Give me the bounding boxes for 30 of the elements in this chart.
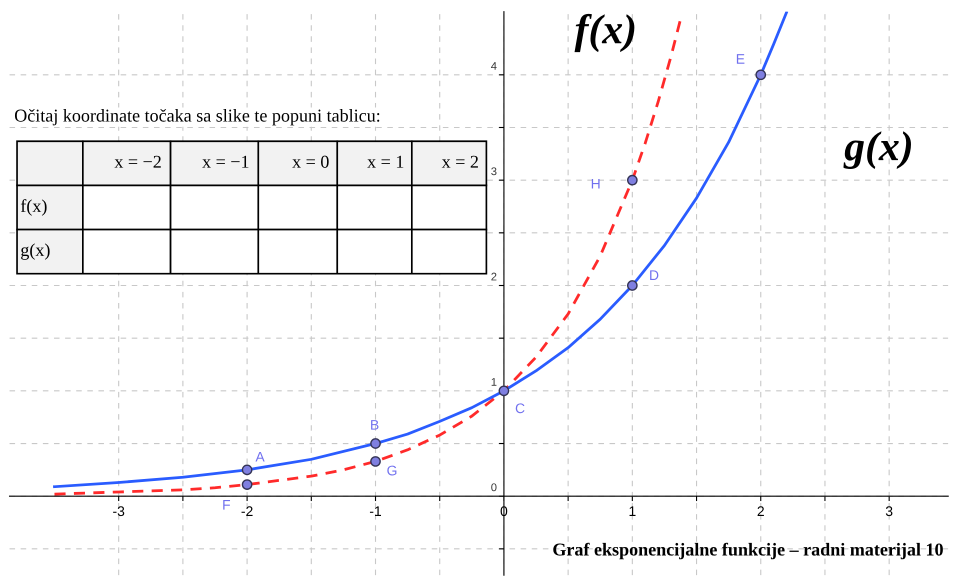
y-tick-label: 1 (492, 378, 496, 386)
y-tick-label: 4 (491, 62, 497, 70)
annotation: x = −1 (202, 156, 248, 168)
annotation: x = 2 (442, 156, 478, 168)
x-tick-label: 1 (630, 506, 636, 516)
annotation: x = 1 (367, 156, 404, 168)
annotation: x = −2 (114, 156, 161, 168)
y-tick-label: 3 (491, 167, 496, 176)
annotation: x = 0 (292, 156, 329, 168)
annotation: G (387, 466, 396, 476)
annotation: Graf eksponencijalne funkcije – radni materijal 10 (553, 542, 943, 560)
x-tick-label: -1 (370, 506, 382, 516)
annotation: F (223, 500, 230, 510)
x-tick-label: -3 (113, 506, 124, 516)
x-tick-label: -2 (242, 506, 253, 516)
text: g(x) (843, 131, 911, 170)
annotation: E (736, 54, 744, 64)
y-tick-label: 0 (491, 483, 497, 492)
annotation: D (650, 270, 658, 280)
annotation: H (592, 178, 600, 188)
annotation: g(x) (21, 243, 50, 260)
annotation: Očitaj koordinate točaka sa slike te popuni tablicu: (14, 108, 380, 126)
y-tick-label: 2 (491, 272, 496, 280)
annotation: f(x) (20, 199, 47, 216)
annotation: B (371, 420, 378, 430)
series-label: f(x) (574, 14, 634, 52)
annotation: C (516, 403, 525, 414)
annotation: A (255, 452, 265, 462)
x-tick-label: 3 (886, 506, 892, 516)
x-tick-label: 2 (758, 506, 764, 516)
